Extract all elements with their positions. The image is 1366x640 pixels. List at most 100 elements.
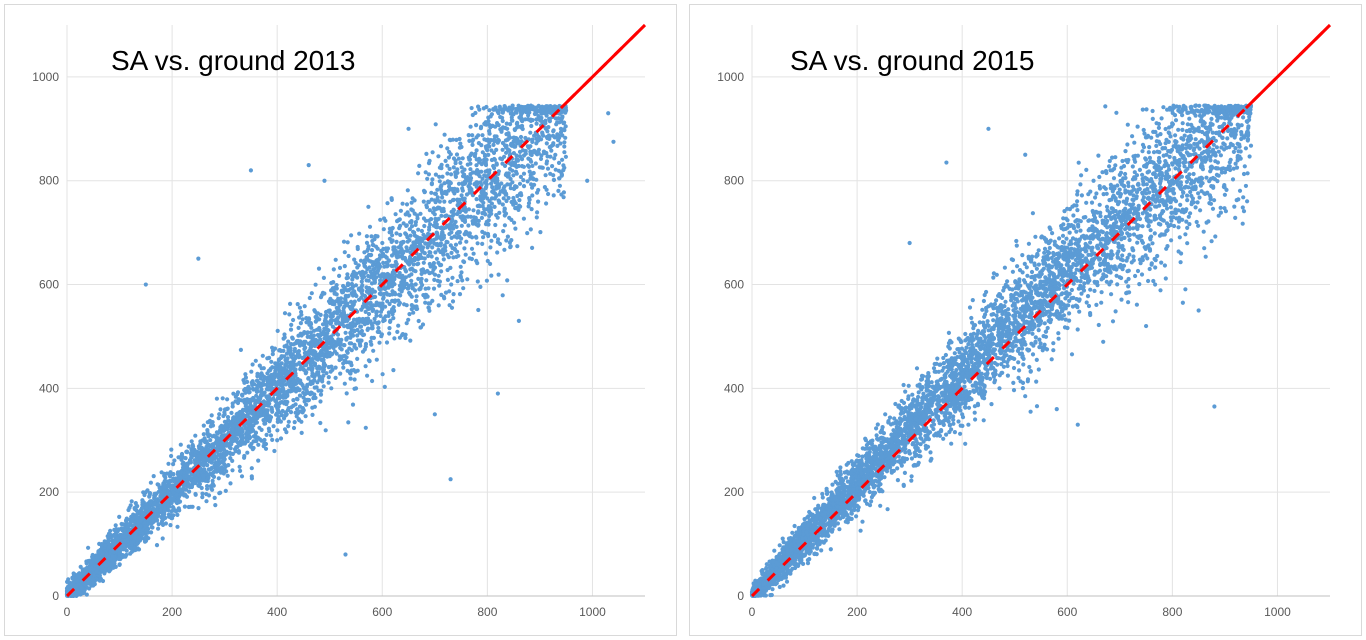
data-point — [474, 148, 479, 153]
data-point — [537, 108, 542, 114]
data-point — [314, 352, 319, 357]
data-point — [147, 494, 152, 499]
data-point — [448, 243, 453, 248]
data-point — [243, 435, 249, 441]
data-point — [402, 265, 407, 270]
data-point — [305, 330, 310, 335]
data-point — [186, 444, 191, 449]
data-point — [455, 167, 460, 172]
data-point — [312, 343, 318, 348]
data-point — [411, 310, 416, 315]
data-point — [431, 286, 437, 291]
data-point — [347, 346, 352, 351]
data-point — [132, 545, 137, 551]
data-point — [449, 172, 454, 177]
data-point — [418, 211, 423, 216]
data-point — [205, 430, 210, 435]
data-point — [285, 393, 290, 398]
data-point — [419, 228, 424, 234]
data-point — [401, 277, 406, 282]
data-point — [394, 239, 399, 244]
data-point — [526, 204, 531, 209]
data-point — [304, 402, 309, 407]
data-point — [371, 260, 376, 265]
data-point — [458, 141, 463, 146]
data-point — [214, 396, 219, 401]
data-point — [329, 352, 334, 357]
y-tick-label: 0 — [52, 589, 59, 603]
data-point — [282, 311, 288, 316]
data-point — [275, 328, 280, 333]
data-point — [467, 157, 472, 162]
data-point — [502, 247, 507, 252]
data-point — [218, 407, 223, 412]
data-point — [318, 392, 324, 397]
data-point — [249, 422, 254, 428]
data-point — [200, 495, 205, 500]
data-point — [267, 386, 272, 391]
data-point — [487, 108, 492, 113]
data-point — [486, 218, 491, 223]
data-point — [248, 426, 253, 431]
data-point — [209, 466, 214, 471]
data-point — [206, 458, 211, 463]
data-point — [306, 366, 311, 371]
data-point — [483, 160, 488, 166]
data-point — [463, 207, 468, 212]
data-point — [483, 251, 488, 256]
data-point — [512, 220, 517, 225]
data-point — [392, 245, 397, 250]
data-point — [398, 208, 403, 213]
data-point — [262, 437, 267, 443]
data-point — [338, 345, 343, 351]
data-point — [311, 396, 316, 401]
data-point — [227, 450, 232, 455]
data-point — [393, 212, 398, 217]
data-point — [517, 154, 523, 159]
data-point — [469, 246, 475, 251]
data-point — [365, 248, 370, 253]
data-point — [447, 186, 453, 191]
data-point — [517, 191, 523, 196]
data-point — [460, 188, 465, 193]
data-point — [493, 124, 498, 129]
data-point — [356, 287, 362, 292]
data-point — [450, 275, 455, 280]
data-point — [501, 107, 506, 112]
data-point — [328, 321, 333, 326]
data-point — [500, 118, 505, 124]
data-point — [485, 196, 490, 201]
data-point — [413, 282, 418, 287]
data-point — [344, 318, 349, 323]
data-point — [412, 255, 417, 261]
data-point — [466, 133, 471, 138]
data-point — [240, 392, 245, 397]
data-point — [527, 195, 532, 201]
data-point — [333, 375, 338, 380]
data-point — [302, 304, 307, 309]
data-point — [185, 450, 190, 455]
data-point — [104, 552, 109, 557]
data-point — [486, 222, 491, 227]
data-point — [253, 387, 258, 392]
data-point — [492, 204, 497, 209]
data-point — [474, 197, 479, 202]
data-point — [486, 204, 491, 209]
data-point — [284, 363, 289, 368]
data-point — [419, 276, 424, 281]
data-point — [304, 384, 309, 389]
data-point — [367, 359, 372, 364]
data-point — [440, 195, 445, 200]
data-point — [398, 232, 403, 237]
data-point — [512, 127, 517, 132]
data-point — [422, 256, 427, 261]
data-point — [185, 462, 190, 468]
data-point — [427, 271, 432, 276]
data-point — [504, 121, 509, 126]
data-point — [433, 250, 438, 255]
data-point — [411, 262, 416, 267]
data-point — [392, 263, 397, 268]
data-point — [352, 299, 357, 304]
data-point — [469, 256, 474, 262]
data-point — [378, 292, 383, 297]
